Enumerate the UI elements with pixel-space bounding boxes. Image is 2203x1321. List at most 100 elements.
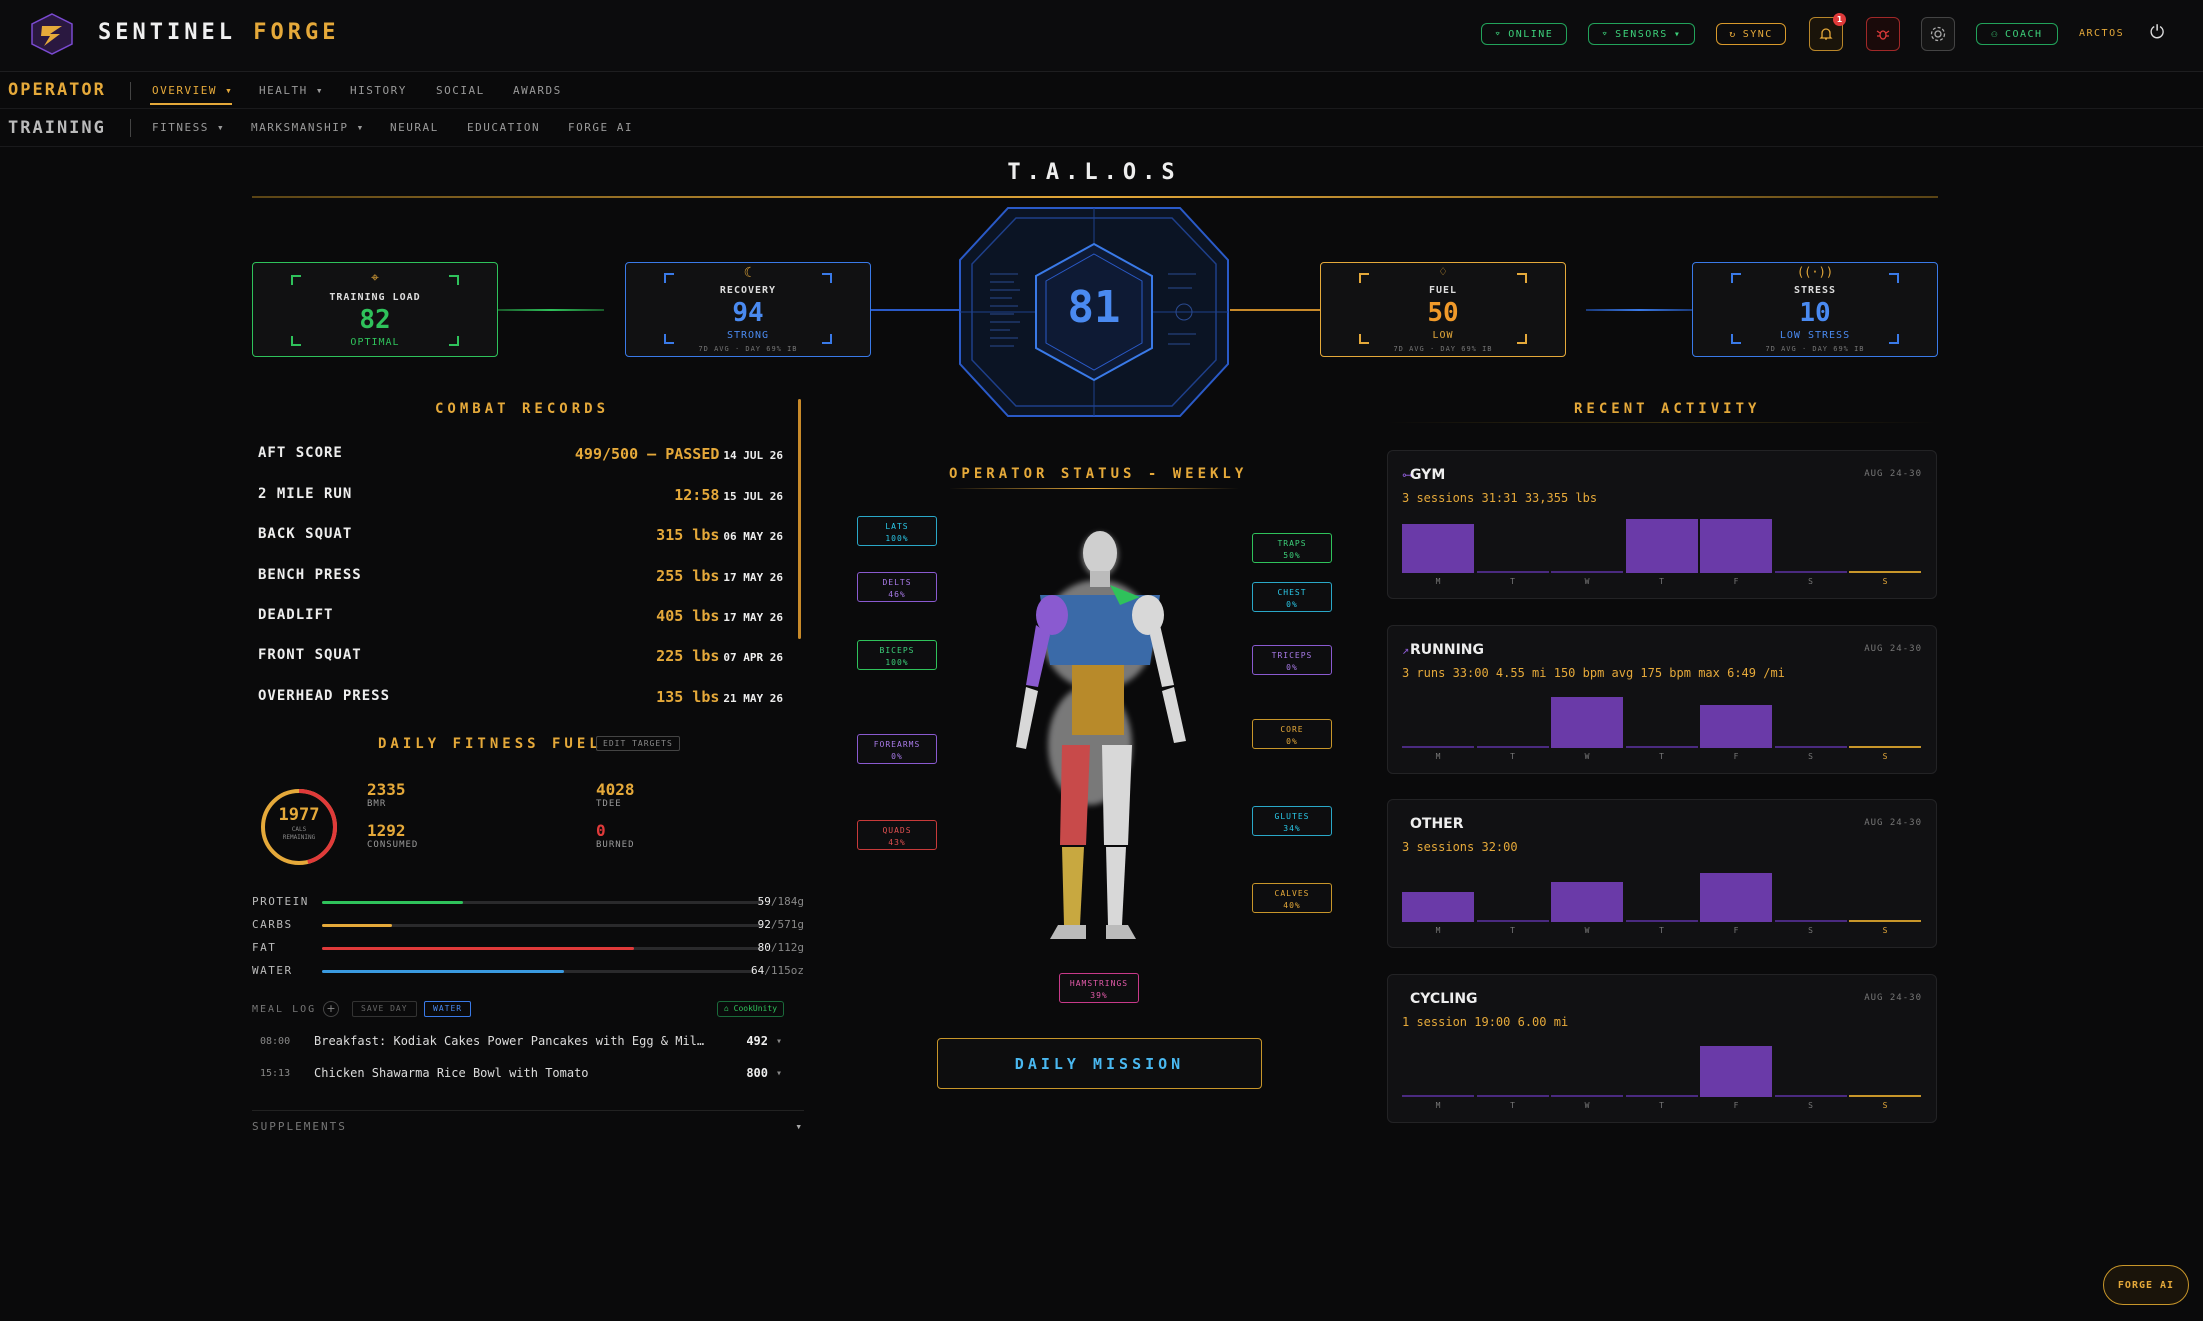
page-title: T.A.L.O.S [1007,160,1181,185]
record-row[interactable]: BACK SQUAT 315 lbs 06 MAY 26 [258,526,783,546]
macro-fill [322,947,635,950]
activity-card-cycling[interactable]: CYCLING AUG 24-30 1 session 19:00 6.00 mi M… [1387,974,1937,1123]
activity-card-other[interactable]: OTHER AUG 24-30 3 sessions 32:00 M T W T F S S [1387,799,1937,948]
muscle-tag-core[interactable]: CORE 0% [1252,719,1332,749]
power-icon[interactable]: ⏻ [2150,22,2165,43]
brand-title: SENTINEL FORGE [98,20,340,45]
tab-fitness[interactable]: FITNESS ▾ [152,121,226,134]
activity-bar-empty [1774,746,1847,748]
settings-button[interactable] [1921,17,1955,51]
sync-button[interactable]: ↻ SYNC [1716,23,1786,45]
muscle-tag-calves[interactable]: CALVES 40% [1252,883,1332,913]
record-value: 405 lbs 17 MAY 26 [656,607,783,625]
core-score-hexagon[interactable] [956,204,1232,420]
cookunity-button[interactable]: ⌂ CookUnity [717,1001,785,1017]
record-row[interactable]: FRONT SQUAT 225 lbs 07 APR 26 [258,647,783,667]
macro-label: FAT [252,941,277,954]
muscle-tag-quads[interactable]: QUADS 43% [857,820,937,850]
muscle-tag-lats[interactable]: LATS 100% [857,516,937,546]
tab-education[interactable]: EDUCATION [467,121,541,134]
stress-gauge[interactable]: ((·)) STRESS 10 LOW STRESS 7D AVG · DAY … [1692,262,1938,357]
day-label: S [1882,577,1888,586]
meal-entry[interactable]: 08:00 Breakfast: Kodiak Cakes Power Panc… [260,1034,790,1050]
record-row[interactable]: AFT SCORE 499/500 — PASSED 14 JUL 26 [258,445,783,465]
corner-bracket [664,273,674,283]
forge-ai-button[interactable]: FORGE AI [2103,1265,2189,1305]
consumed-stat: 1292 CONSUMED [367,821,418,850]
day-label: S [1882,1101,1888,1110]
daily-mission-button[interactable]: DAILY MISSION [937,1038,1262,1089]
meal-entry[interactable]: 15:13 Chicken Shawarma Rice Bowl with To… [260,1066,790,1082]
notifications-button[interactable]: 1 [1809,13,1846,51]
record-row[interactable]: OVERHEAD PRESS 135 lbs 21 MAY 26 [258,688,783,708]
activity-bar [1551,696,1623,748]
muscle-tag-glutes[interactable]: GLUTES 34% [1252,806,1332,836]
bug-report-button[interactable] [1866,17,1900,51]
activity-name: RUNNING [1410,642,1484,658]
tab-history[interactable]: HISTORY [350,84,407,97]
fuel-gauge[interactable]: ♢ FUEL 50 LOW 7D AVG · DAY 69% IB [1320,262,1566,357]
activity-summary: 3 runs 33:00 4.55 mi 150 bpm avg 175 bpm… [1402,666,1785,680]
recent-activity-title: RECENT ACTIVITY [1574,401,1761,417]
record-row[interactable]: BENCH PRESS 255 lbs 17 MAY 26 [258,567,783,587]
record-row[interactable]: DEADLIFT 405 lbs 17 MAY 26 [258,607,783,627]
record-row[interactable]: 2 MILE RUN 12:58 15 JUL 26 [258,486,783,506]
tdee-stat: 4028 TDEE [596,780,635,809]
muscle-tag-chest[interactable]: CHEST 0% [1252,582,1332,612]
gauge-label: RECOVERY [719,285,777,296]
record-value: 499/500 — PASSED 14 JUL 26 [574,445,783,463]
macro-track [322,970,754,973]
activity-bar-empty [1849,920,1921,922]
tab-health[interactable]: HEALTH ▾ [259,84,324,97]
corner-bracket [1731,273,1741,283]
muscle-tag-biceps[interactable]: BICEPS 100% [857,640,937,670]
corner-bracket [1359,334,1369,344]
day-label: T [1510,752,1515,761]
stat-label: BURNED [596,840,635,850]
activity-bar-empty [1402,1095,1474,1097]
macro-value: 59/184g [757,895,804,908]
corner-bracket [822,334,832,344]
tab-neural[interactable]: NEURAL [390,121,439,134]
recovery-gauge[interactable]: ☾ RECOVERY 94 STRONG 7D AVG · DAY 69% IB [625,262,871,357]
sensors-dropdown[interactable]: ⌔ SENSORS ▾ [1588,23,1695,45]
muscle-tag-traps[interactable]: TRAPS 50% [1252,533,1332,563]
macro-track [322,947,762,950]
chevron-down-icon[interactable]: ▾ [775,1068,782,1079]
online-status-button[interactable]: ⌔ ONLINE [1481,23,1567,45]
training-load-gauge[interactable]: ⌖ TRAINING LOAD 82 OPTIMAL [252,262,498,357]
muscle-tag-forearms[interactable]: FOREARMS 0% [857,734,937,764]
record-date: 06 MAY 26 [723,530,783,543]
add-meal-button[interactable]: + [323,1001,339,1017]
gauge-label: STRESS [1793,285,1837,296]
supplements-label: SUPPLEMENTS [252,1120,347,1133]
tab-overview[interactable]: OVERVIEW ▾ [152,84,234,97]
supplements-toggle[interactable]: SUPPLEMENTS ▾ [252,1120,804,1136]
activity-card-running[interactable]: ↗ RUNNING AUG 24-30 3 runs 33:00 4.55 mi 15… [1387,625,1937,774]
forge-ai-label: FORGE AI [2117,1279,2175,1291]
water-button[interactable]: WATER [424,1001,472,1017]
activity-date-range: AUG 24-30 [1864,993,1922,1003]
tab-forge-ai[interactable]: FORGE AI [568,121,633,134]
edit-targets-button[interactable]: EDIT TARGETS [596,736,680,751]
tab-awards[interactable]: AWARDS [513,84,562,97]
record-name: BACK SQUAT [258,526,353,542]
tab-marksmanship[interactable]: MARKSMANSHIP ▾ [251,121,365,134]
coach-button[interactable]: ⚇ COACH [1976,23,2058,45]
muscle-tag-hamstrings[interactable]: HAMSTRINGS 39% [1059,973,1139,1003]
records-scrollbar[interactable] [798,399,801,639]
tab-social[interactable]: SOCIAL [436,84,485,97]
activity-card-gym[interactable]: ⊶ GYM AUG 24-30 3 sessions 31:31 33,355 lbs… [1387,450,1937,599]
muscle-tag-triceps[interactable]: TRICEPS 0% [1252,645,1332,675]
stat-value: 2335 [367,780,406,799]
user-name[interactable]: ARCTOS [2079,28,2125,39]
day-label: M [1435,1101,1441,1110]
nav-divider [130,119,131,137]
muscle-tag-delts[interactable]: DELTS 46% [857,572,937,602]
activity-bar-empty [1551,571,1623,573]
corner-bracket [449,275,459,285]
macro-label: CARBS [252,918,293,931]
chevron-down-icon[interactable]: ▾ [775,1036,782,1047]
record-date: 21 MAY 26 [723,692,783,705]
save-day-button[interactable]: SAVE DAY [352,1001,417,1017]
